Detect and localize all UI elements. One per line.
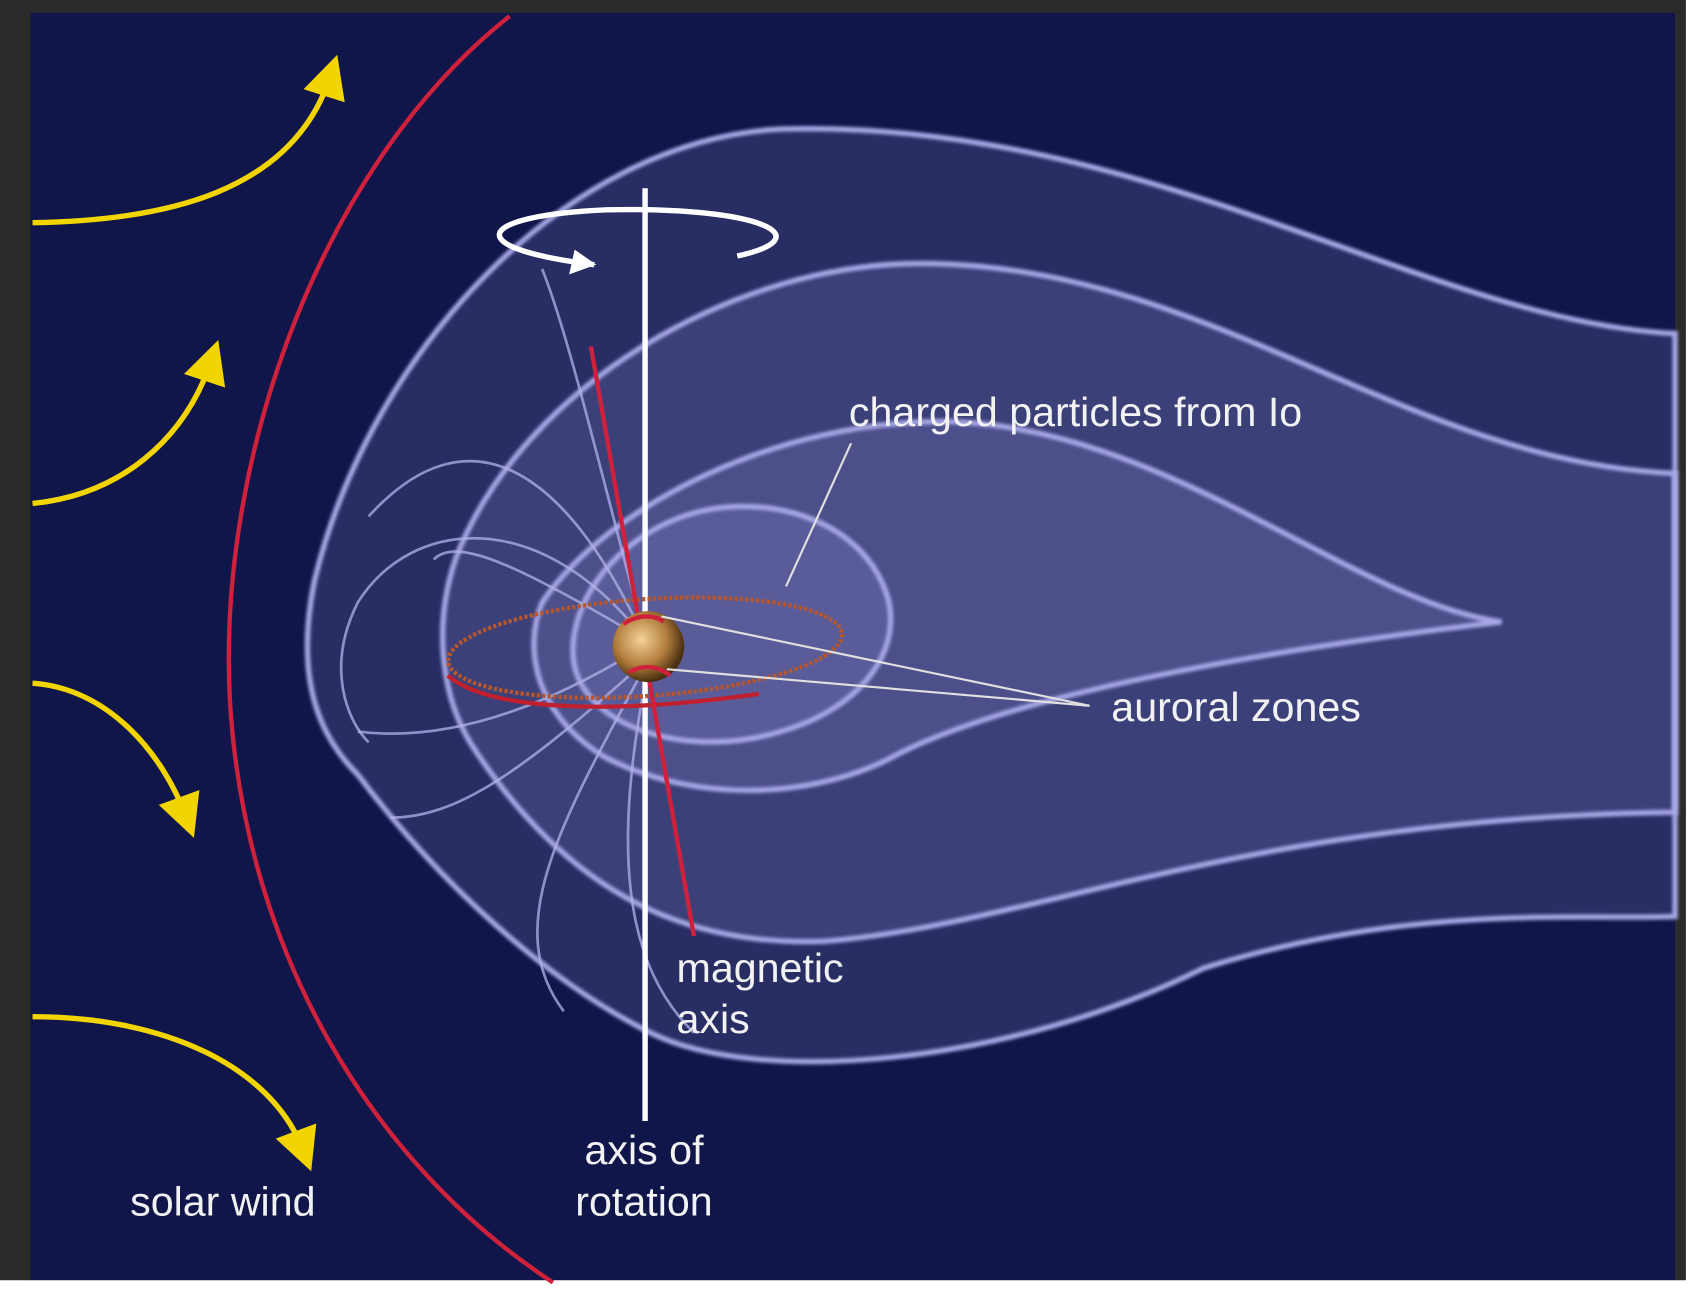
pointer-lines: [661, 442, 1090, 707]
aurora-rings: [622, 614, 672, 678]
rotation-arrowhead: [569, 249, 597, 275]
label-charged-particles: charged particles from Io: [849, 389, 1302, 435]
label-axis-of: axis of: [584, 1127, 704, 1173]
bottom-edge: [0, 1280, 1700, 1291]
label-rotation: rotation: [575, 1179, 712, 1225]
solar-wind-arrows: [32, 54, 345, 1172]
io-torus-front: [446, 673, 760, 709]
label-auroral-zones: auroral zones: [1111, 684, 1361, 730]
right-edge: [1685, 0, 1700, 1291]
io-torus: [446, 595, 845, 700]
magnetosphere: [304, 126, 1678, 1065]
label-magnetic: magnetic: [677, 945, 844, 991]
bow-shock: [226, 14, 555, 1285]
label-solar-wind: solar wind: [130, 1179, 315, 1225]
rotation-arrow: [496, 206, 779, 268]
jupiter: [612, 611, 685, 683]
label-axis: axis: [677, 996, 750, 1042]
